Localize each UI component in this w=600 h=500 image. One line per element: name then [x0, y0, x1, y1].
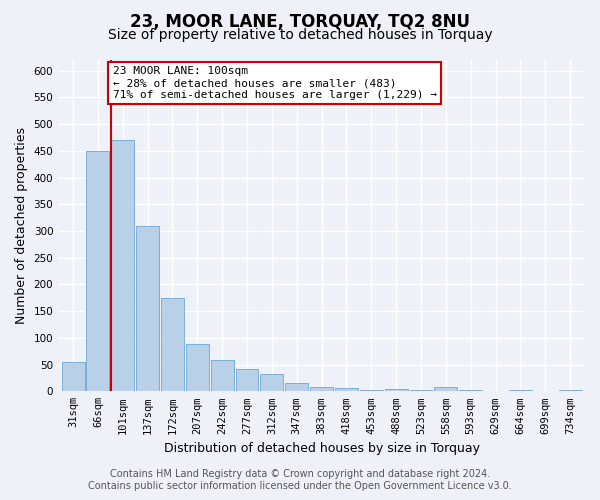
Bar [161, 298, 184, 392]
Bar [260, 374, 283, 392]
Bar [410, 390, 433, 392]
Bar [559, 390, 581, 392]
Bar [136, 226, 159, 392]
Bar [385, 388, 407, 392]
Y-axis label: Number of detached properties: Number of detached properties [15, 127, 28, 324]
Text: Size of property relative to detached houses in Torquay: Size of property relative to detached ho… [107, 28, 493, 42]
X-axis label: Distribution of detached houses by size in Torquay: Distribution of detached houses by size … [164, 442, 479, 455]
Bar [459, 390, 482, 392]
Bar [86, 151, 109, 392]
Bar [186, 344, 209, 392]
Bar [310, 387, 333, 392]
Text: 23 MOOR LANE: 100sqm
← 28% of detached houses are smaller (483)
71% of semi-deta: 23 MOOR LANE: 100sqm ← 28% of detached h… [113, 66, 437, 100]
Bar [211, 360, 233, 392]
Bar [434, 387, 457, 392]
Bar [112, 140, 134, 392]
Bar [62, 362, 85, 392]
Bar [335, 388, 358, 392]
Bar [509, 390, 532, 392]
Bar [360, 390, 383, 392]
Text: 23, MOOR LANE, TORQUAY, TQ2 8NU: 23, MOOR LANE, TORQUAY, TQ2 8NU [130, 12, 470, 30]
Text: Contains HM Land Registry data © Crown copyright and database right 2024.
Contai: Contains HM Land Registry data © Crown c… [88, 470, 512, 491]
Bar [286, 384, 308, 392]
Bar [236, 369, 259, 392]
